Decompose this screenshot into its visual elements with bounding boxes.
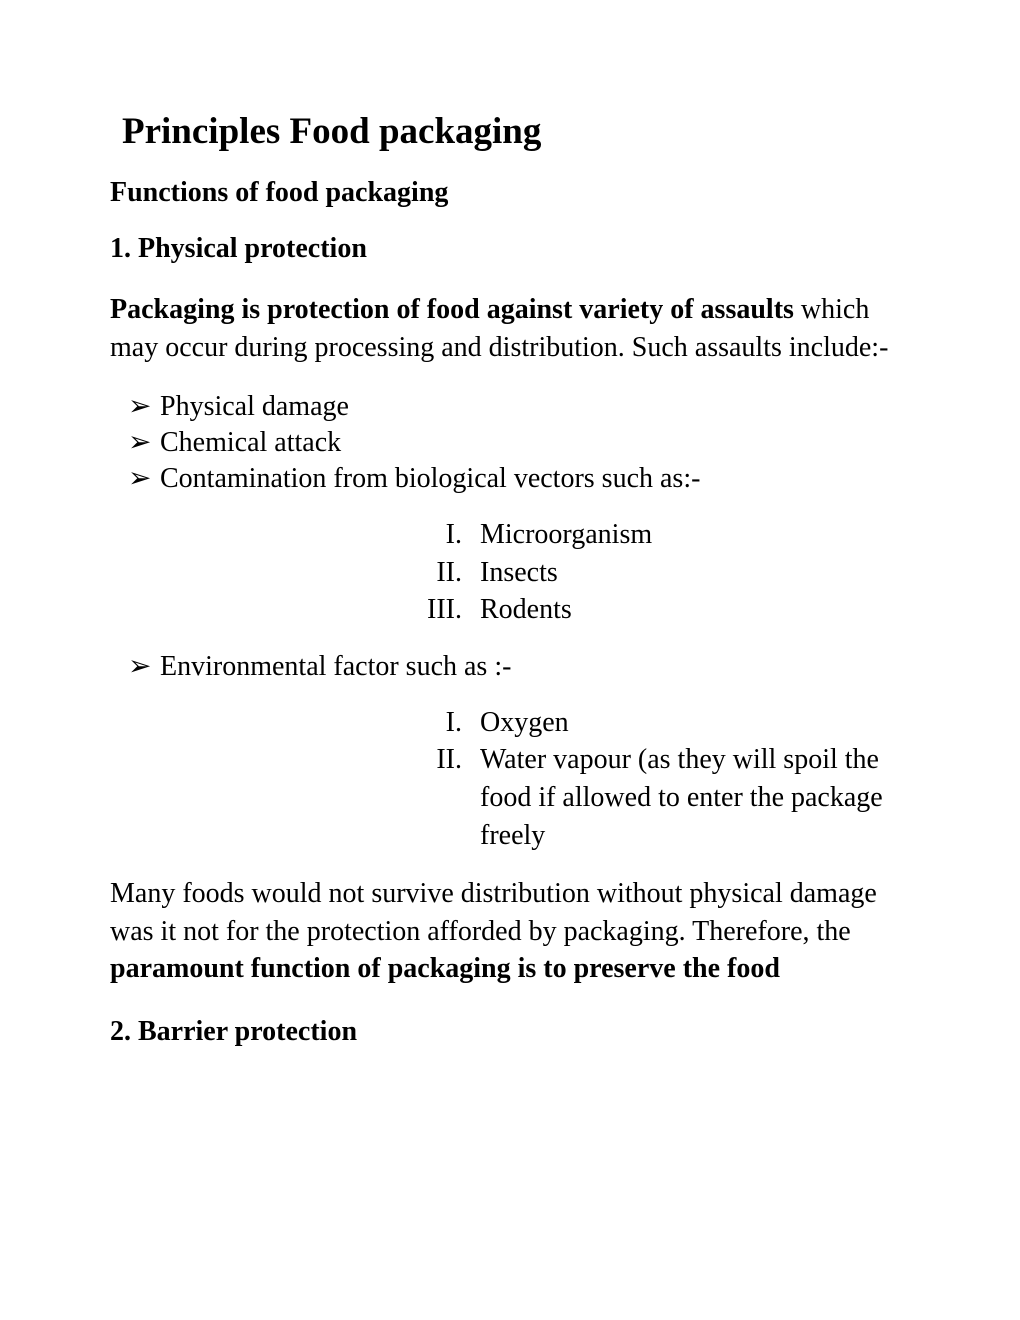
- bullet-list-1: Physical damage Chemical attack Contamin…: [110, 389, 910, 498]
- list-item: Physical damage: [128, 389, 910, 425]
- list-item: Contamination from biological vectors su…: [128, 461, 910, 497]
- roman-list-1: I. Microorganism II. Insects III. Rodent…: [110, 516, 910, 629]
- list-item: III. Rodents: [410, 591, 910, 629]
- list-item: I. Oxygen: [410, 704, 910, 742]
- roman-content: Insects: [480, 554, 910, 592]
- subtitle: Functions of food packaging: [110, 177, 910, 209]
- closing-plain-text: Many foods would not survive distributio…: [110, 878, 877, 947]
- list-item: Chemical attack: [128, 425, 910, 461]
- roman-marker: II.: [410, 554, 480, 592]
- roman-marker: III.: [410, 591, 480, 629]
- roman-content: Microorganism: [480, 516, 910, 554]
- roman-marker: I.: [410, 516, 480, 554]
- roman-list-2: I. Oxygen II. Water vapour (as they will…: [110, 704, 910, 855]
- list-item: Environmental factor such as :-: [128, 649, 910, 685]
- list-item: II. Water vapour (as they will spoil the…: [410, 741, 910, 854]
- section-1-closing: Many foods would not survive distributio…: [110, 875, 910, 988]
- roman-marker: II.: [410, 741, 480, 854]
- section-1-intro: Packaging is protection of food against …: [110, 291, 910, 367]
- page-title: Principles Food packaging: [110, 110, 910, 153]
- list-item: I. Microorganism: [410, 516, 910, 554]
- roman-marker: I.: [410, 704, 480, 742]
- intro-bold-text: Packaging is protection of food against …: [110, 294, 794, 325]
- roman-content: Oxygen: [480, 704, 910, 742]
- roman-content: Water vapour (as they will spoil the foo…: [480, 741, 910, 854]
- section-2-heading: 2. Barrier protection: [110, 1016, 910, 1048]
- closing-bold-text: paramount function of packaging is to pr…: [110, 953, 780, 984]
- bullet-list-2: Environmental factor such as :-: [110, 649, 910, 685]
- roman-content: Rodents: [480, 591, 910, 629]
- section-1-heading: 1. Physical protection: [110, 233, 910, 265]
- list-item: II. Insects: [410, 554, 910, 592]
